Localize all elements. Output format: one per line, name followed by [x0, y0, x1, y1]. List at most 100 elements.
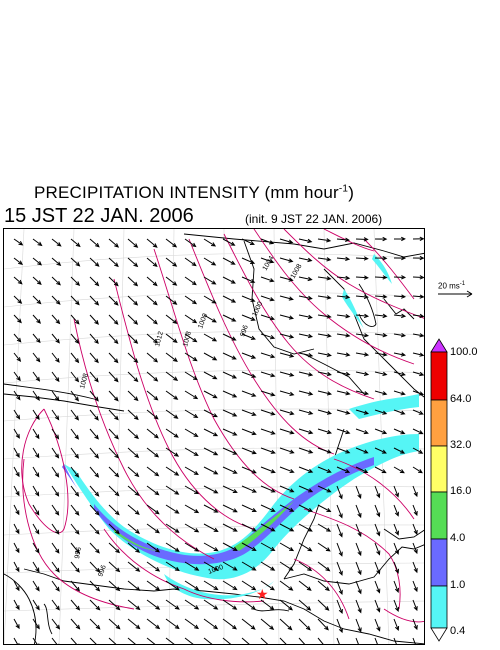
wind-arrow [51, 390, 60, 402]
wind-arrow [32, 618, 40, 630]
wind-arrow [32, 504, 40, 516]
wind-arrow [70, 409, 79, 421]
wind-arrow [317, 618, 329, 631]
wind-arrow [298, 504, 314, 512]
wind-arrow [374, 561, 381, 575]
wind-arrow [165, 523, 180, 533]
wind-arrow [13, 599, 20, 611]
wind-arrow [184, 390, 199, 400]
wind-arrow [13, 504, 20, 516]
wind-arrow [165, 485, 180, 495]
wind-arrow [70, 428, 79, 440]
wind-arrow [184, 618, 200, 630]
wind-arrow [51, 523, 60, 535]
wind-arrow [260, 523, 276, 532]
wind-arrow [298, 447, 314, 454]
wind-arrow [355, 485, 362, 499]
wind-arrow [374, 409, 388, 415]
wind-arrow [374, 275, 388, 280]
wind-arrow [260, 542, 276, 552]
wind-arrow [317, 295, 332, 300]
contour-label: 1008 [182, 331, 193, 348]
wind-arrow [13, 561, 20, 573]
wind-arrow [32, 447, 40, 459]
wind-arrow [355, 523, 362, 538]
wind-arrow [298, 561, 313, 572]
wind-arrow [374, 390, 388, 396]
wind-arrow [393, 255, 407, 261]
wind-arrow [203, 542, 219, 552]
wind-arrow [412, 580, 418, 593]
wind-arrow [108, 238, 120, 248]
wind-arrow [51, 428, 60, 440]
wind-arrow [279, 333, 295, 339]
wind-arrow [412, 637, 416, 644]
wind-arrow [89, 314, 99, 325]
wind-arrow [222, 618, 238, 630]
wind-arrow [241, 314, 256, 321]
wind-arrow [146, 447, 160, 458]
wind-arrow [336, 313, 351, 319]
wind-arrow [393, 485, 399, 498]
wind-arrow [89, 580, 101, 592]
wind-arrow [203, 447, 219, 456]
wind-arrow [70, 371, 80, 383]
wind-arrow [317, 447, 332, 454]
wind-arrow [298, 485, 314, 493]
wind-arrow [355, 580, 362, 595]
wind-arrow [374, 466, 387, 474]
wind-arrow [13, 314, 22, 324]
wind-arrow [260, 390, 276, 397]
wind-arrow [374, 352, 388, 357]
wind-arrow [222, 580, 238, 591]
wind-arrow [336, 294, 351, 300]
wind-arrow [260, 314, 275, 321]
wind-arrow [32, 485, 40, 497]
wind-arrow [70, 561, 80, 573]
wind-arrow [260, 238, 275, 245]
wind-arrow [241, 333, 256, 340]
wind-arrow [222, 352, 237, 360]
wind-arrow [260, 276, 275, 283]
wind-arrow [13, 371, 21, 382]
wind-arrow [393, 618, 400, 631]
wind-arrow [108, 637, 119, 644]
wind-arrow [222, 238, 236, 246]
wind-arrow [393, 447, 406, 454]
wind-arrow [146, 257, 158, 268]
wind-arrow [298, 257, 313, 263]
wind-arrow [298, 428, 314, 435]
wind-arrow [108, 276, 119, 287]
wind-arrow [165, 580, 180, 591]
wind-arrow [222, 466, 238, 474]
ref-label-exponent: -1 [459, 281, 466, 287]
wind-arrow [241, 428, 257, 436]
wind-arrow [412, 371, 424, 377]
colorbar-segment [430, 585, 448, 629]
wind-arrow [222, 485, 238, 493]
map-title: PRECIPITATION INTENSITY (mm hour-1) [34, 183, 354, 203]
wind-arrow [184, 466, 199, 475]
wind-arrow [393, 409, 406, 415]
wind-arrow [260, 257, 275, 264]
colorbar-label: 4.0 [450, 532, 466, 544]
wind-arrow [298, 542, 313, 552]
wind-arrow [184, 314, 198, 324]
precip-area [64, 434, 419, 580]
colorbar-segment [430, 399, 448, 447]
wind-arrow [108, 257, 119, 268]
wind-arrow [165, 561, 180, 572]
wind-arrow [127, 428, 139, 440]
wind-arrow [165, 637, 175, 644]
wind-arrow [374, 485, 381, 499]
wind-arrow [393, 599, 400, 612]
wind-arrow [127, 238, 139, 248]
wind-arrow [51, 238, 62, 247]
wind-arrow [336, 542, 343, 557]
wind-arrow [127, 447, 140, 459]
coastlines [4, 233, 424, 644]
wind-arrow [165, 352, 178, 362]
wind-arrow [355, 390, 370, 396]
wind-arrow [241, 390, 257, 397]
wind-arrow [393, 352, 407, 357]
